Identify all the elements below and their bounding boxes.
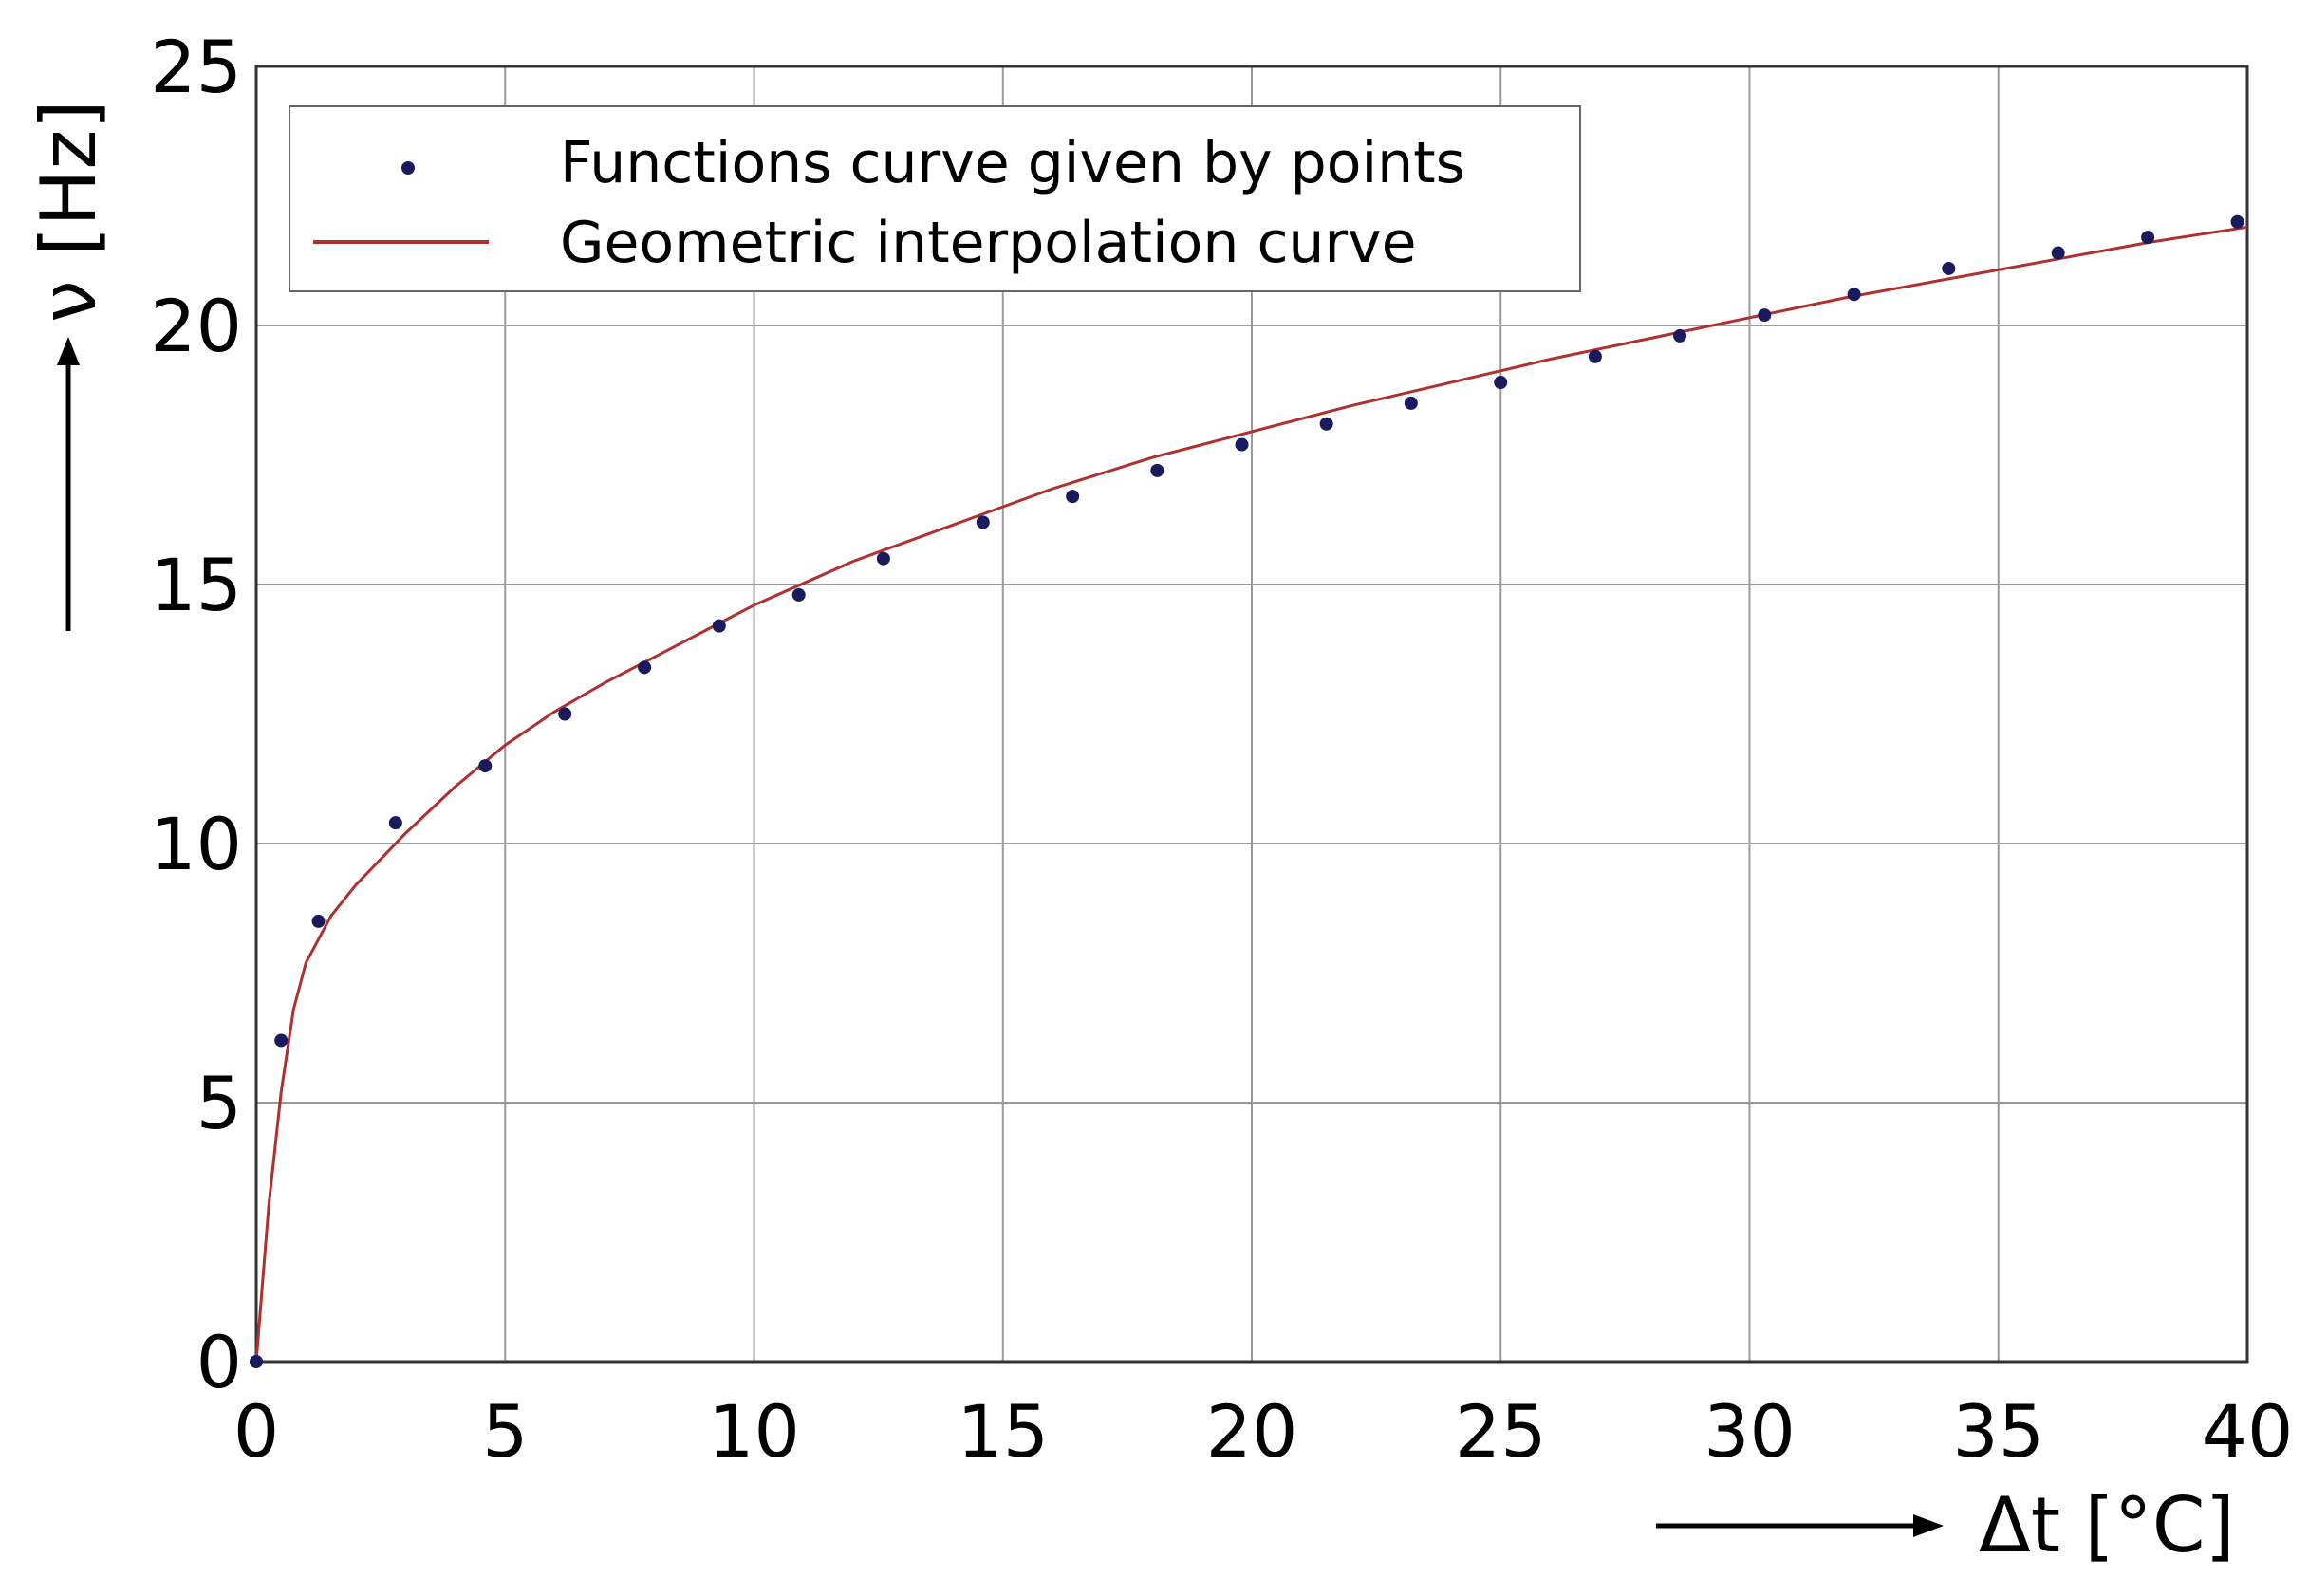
x-tick-label: 40 bbox=[2202, 1389, 2294, 1474]
x-tick-labels: 0 5 10 15 20 25 30 35 40 bbox=[233, 1389, 2294, 1474]
data-point bbox=[311, 914, 326, 928]
legend-marker-points bbox=[401, 161, 415, 175]
data-point bbox=[1235, 437, 1249, 452]
interpolation-curve-series bbox=[254, 225, 2248, 1363]
data-point bbox=[1150, 463, 1164, 477]
x-tick-label: 20 bbox=[1206, 1389, 1298, 1474]
data-point bbox=[388, 816, 402, 830]
legend-label-curve: Geometric interpolation curve bbox=[560, 210, 1417, 276]
legend-box bbox=[289, 105, 1581, 292]
legend-label-points: Functions curve given by points bbox=[560, 130, 1465, 196]
data-point bbox=[478, 759, 493, 773]
x-axis-label-group: Δt [°C] bbox=[1656, 1481, 2235, 1569]
data-point bbox=[250, 1355, 263, 1368]
data-point bbox=[876, 551, 890, 566]
data-point bbox=[558, 707, 572, 721]
data-point bbox=[1494, 376, 1508, 390]
data-point bbox=[638, 660, 652, 675]
x-axis-label: Δt [°C] bbox=[1979, 1481, 2235, 1569]
x-tick-label: 25 bbox=[1455, 1389, 1547, 1474]
x-tick-label: 10 bbox=[708, 1389, 800, 1474]
x-axis-arrow-head bbox=[1913, 1514, 1944, 1537]
data-point bbox=[2230, 214, 2244, 229]
y-tick-label: 20 bbox=[150, 284, 242, 368]
y-tick-label: 0 bbox=[196, 1320, 242, 1404]
x-tick-label: 0 bbox=[233, 1389, 279, 1474]
data-point bbox=[976, 515, 990, 529]
y-axis-label: ν [Hz] bbox=[25, 100, 113, 323]
data-point bbox=[712, 619, 726, 633]
points-series bbox=[250, 214, 2244, 1368]
x-tick-label: 15 bbox=[957, 1389, 1049, 1474]
data-point bbox=[1942, 261, 1956, 275]
x-tick-label: 35 bbox=[1952, 1389, 2044, 1474]
data-point bbox=[2141, 231, 2155, 245]
y-tick-label: 15 bbox=[150, 543, 242, 627]
data-point bbox=[1066, 490, 1080, 504]
data-point bbox=[791, 587, 806, 602]
interpolation-curve bbox=[254, 225, 2248, 1363]
data-point bbox=[1847, 288, 1861, 302]
y-tick-label: 10 bbox=[150, 802, 242, 886]
data-point bbox=[1758, 308, 1772, 323]
x-tick-label: 30 bbox=[1704, 1389, 1796, 1474]
data-point bbox=[274, 1033, 289, 1048]
y-tick-label: 25 bbox=[150, 25, 242, 109]
data-point bbox=[1404, 396, 1418, 410]
data-point bbox=[1673, 328, 1687, 343]
legend: Functions curve given by points Geometri… bbox=[289, 105, 1581, 292]
data-point bbox=[2051, 246, 2065, 260]
y-axis-label-group: ν [Hz] bbox=[25, 100, 113, 631]
plot-frame bbox=[254, 65, 2249, 1364]
x-tick-label: 5 bbox=[482, 1389, 528, 1474]
data-point bbox=[1319, 417, 1333, 431]
data-point bbox=[1588, 349, 1602, 363]
y-axis-arrow-head bbox=[57, 337, 80, 365]
y-tick-label: 5 bbox=[196, 1061, 242, 1145]
y-tick-labels: 0 5 10 15 20 25 bbox=[150, 25, 242, 1404]
